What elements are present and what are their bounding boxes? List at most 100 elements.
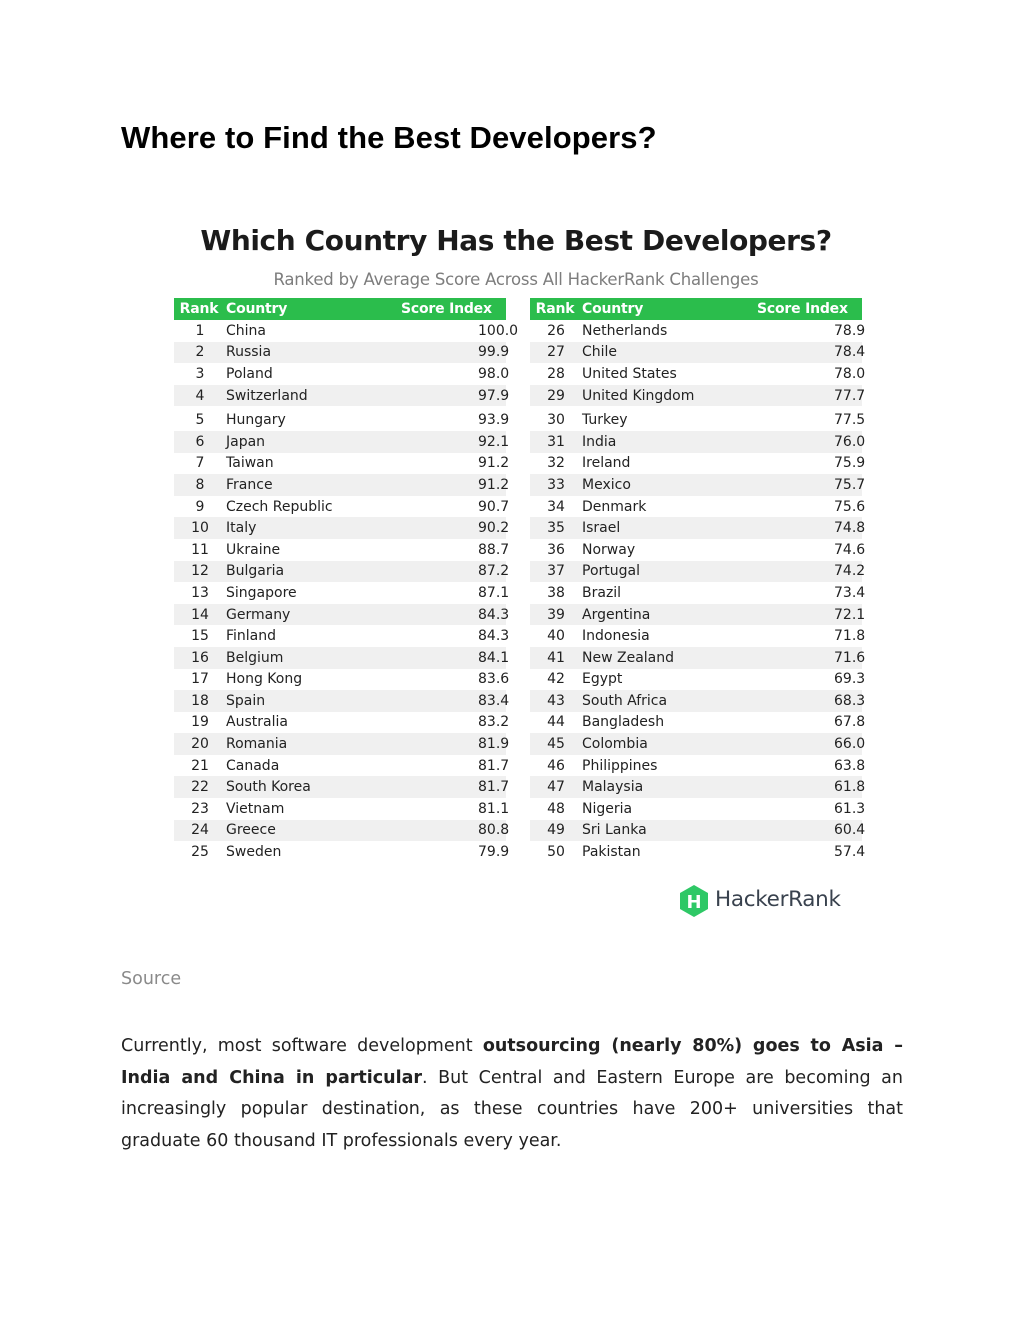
rank-cell: 19 [191, 714, 209, 731]
rank-cell: 46 [547, 757, 565, 774]
score-cell: 61.3 [834, 800, 866, 817]
score-cell: 77.7 [755, 384, 865, 408]
country-cell: Hong Kong [226, 671, 303, 688]
country-cell: Finland [226, 628, 277, 645]
table-row: 5 Hungary 93.9 [174, 406, 509, 431]
table-row: 30 Turkey 77.5 [530, 406, 865, 431]
svg-text:H: H [686, 892, 701, 913]
rank-cell: 31 [530, 430, 580, 453]
country-cell: India [580, 430, 755, 453]
table-row: 17 Hong Kong 83.6 [174, 669, 509, 691]
country-cell: South Africa [580, 690, 755, 712]
table-row: 13 Singapore 87.1 [174, 582, 509, 604]
score-cell: 92.1 [399, 430, 509, 453]
rank-cell: 7 [195, 455, 205, 472]
score-cell: 63.8 [834, 757, 866, 774]
table-row: 38 Brazil 73.4 [530, 582, 865, 604]
table-row: 45 Colombia 66.0 [530, 733, 865, 755]
country-cell: Netherlands [582, 322, 668, 339]
score-cell: 67.8 [834, 714, 866, 731]
country-cell: Bangladesh [582, 714, 665, 731]
country-cell: Ireland [582, 455, 631, 472]
rank-cell: 43 [530, 690, 580, 712]
rank-cell: 9 [195, 498, 205, 515]
country-cell: Vietnam [226, 800, 285, 817]
country-cell: Belgium [224, 646, 399, 669]
table-row: 14 Germany 84.3 [174, 603, 509, 626]
table-row: 16 Belgium 84.1 [174, 646, 509, 669]
paragraph-bold-1: outsourcing (nearly 80%) goes to Asia – … [121, 1036, 903, 1088]
country-cell: Argentina [580, 603, 755, 626]
score-cell: 98.0 [478, 365, 510, 382]
table-row: 31 India 76.0 [530, 430, 865, 453]
country-cell: Japan [224, 430, 399, 453]
table-row: 42 Egypt 69.3 [530, 669, 865, 691]
table-row: 15 Finland 84.3 [174, 625, 509, 647]
table-row: 34 Denmark 75.6 [530, 496, 865, 518]
rank-cell: 32 [547, 455, 565, 472]
table-row: 4 Switzerland 97.9 [174, 384, 509, 408]
score-cell: 90.7 [478, 498, 510, 515]
country-cell: Philippines [582, 757, 658, 774]
country-cell: Germany [224, 603, 399, 626]
country-cell: Switzerland [224, 384, 399, 408]
score-cell: 87.2 [399, 560, 509, 583]
country-cell: Norway [582, 541, 636, 558]
score-cell: 90.2 [399, 517, 509, 539]
table-row: 35 Israel 74.8 [530, 517, 865, 539]
source-link[interactable]: Source [121, 969, 182, 989]
score-cell: 57.4 [834, 844, 866, 861]
page-heading: Where to Find the Best Developers? [121, 120, 657, 155]
country-cell: Israel [580, 517, 755, 539]
figure-subtitle: Ranked by Average Score Across All Hacke… [273, 270, 759, 289]
rank-cell: 21 [191, 757, 209, 774]
rank-cell: 35 [530, 517, 580, 539]
table-row: 22 South Korea 81.7 [174, 776, 509, 799]
rank-cell: 45 [530, 733, 580, 755]
table-row: 7 Taiwan 91.2 [174, 453, 510, 475]
country-cell: Russia [224, 341, 399, 364]
country-cell: Brazil [582, 584, 622, 601]
score-cell: 100.0 [478, 322, 519, 339]
table-row: 33 Mexico 75.7 [530, 474, 865, 496]
score-cell: 74.8 [755, 517, 865, 539]
table-row: 47 Malaysia 61.8 [530, 776, 865, 799]
score-cell: 61.8 [755, 776, 865, 799]
ranking-table-left: Rank Country Score Index 1 China 100.0 2 Rus… [174, 298, 519, 863]
score-cell: 66.0 [755, 733, 865, 755]
rank-cell: 36 [547, 541, 565, 558]
table-row: 46 Philippines 63.8 [530, 755, 866, 777]
score-cell: 83.4 [399, 690, 509, 712]
score-cell: 99.9 [399, 341, 509, 364]
table-row: 40 Indonesia 71.8 [530, 625, 865, 647]
country-cell: Czech Republic [226, 498, 333, 515]
country-cell: Bulgaria [224, 560, 399, 583]
rank-cell: 4 [174, 384, 224, 408]
score-cell: 79.9 [478, 844, 510, 861]
rank-cell: 39 [530, 603, 580, 626]
header-score-index: Score Index [755, 298, 862, 320]
figure-title: Which Country Has the Best Developers? [200, 224, 832, 257]
rank-cell: 11 [191, 541, 209, 558]
table-row: 49 Sri Lanka 60.4 [530, 819, 865, 842]
country-cell: New Zealand [580, 646, 755, 669]
hackerrank-logo: H HackerRank [677, 884, 858, 918]
paragraph-text-1: Currently, most software development [121, 1036, 483, 1056]
rank-cell: 23 [191, 800, 209, 817]
score-cell: 75.9 [834, 455, 866, 472]
hackerrank-hexagon-icon: H [680, 885, 708, 917]
header-rank: Rank [174, 298, 224, 320]
rank-cell: 41 [530, 646, 580, 669]
rank-cell: 37 [530, 560, 580, 583]
score-cell: 71.6 [755, 646, 865, 669]
country-cell: Denmark [582, 498, 647, 515]
country-cell: Indonesia [582, 628, 650, 645]
ranking-rows-left: 1 China 100.0 2 Russia 99.9 3 Poland 98.0 4 Switze… [174, 320, 519, 863]
score-cell: 88.7 [478, 541, 510, 558]
rank-cell: 25 [191, 844, 209, 861]
rank-cell: 1 [195, 322, 205, 339]
score-cell: 80.8 [399, 819, 509, 842]
country-cell: Spain [224, 690, 399, 712]
score-cell: 75.7 [755, 474, 865, 496]
country-cell: Poland [226, 365, 273, 382]
